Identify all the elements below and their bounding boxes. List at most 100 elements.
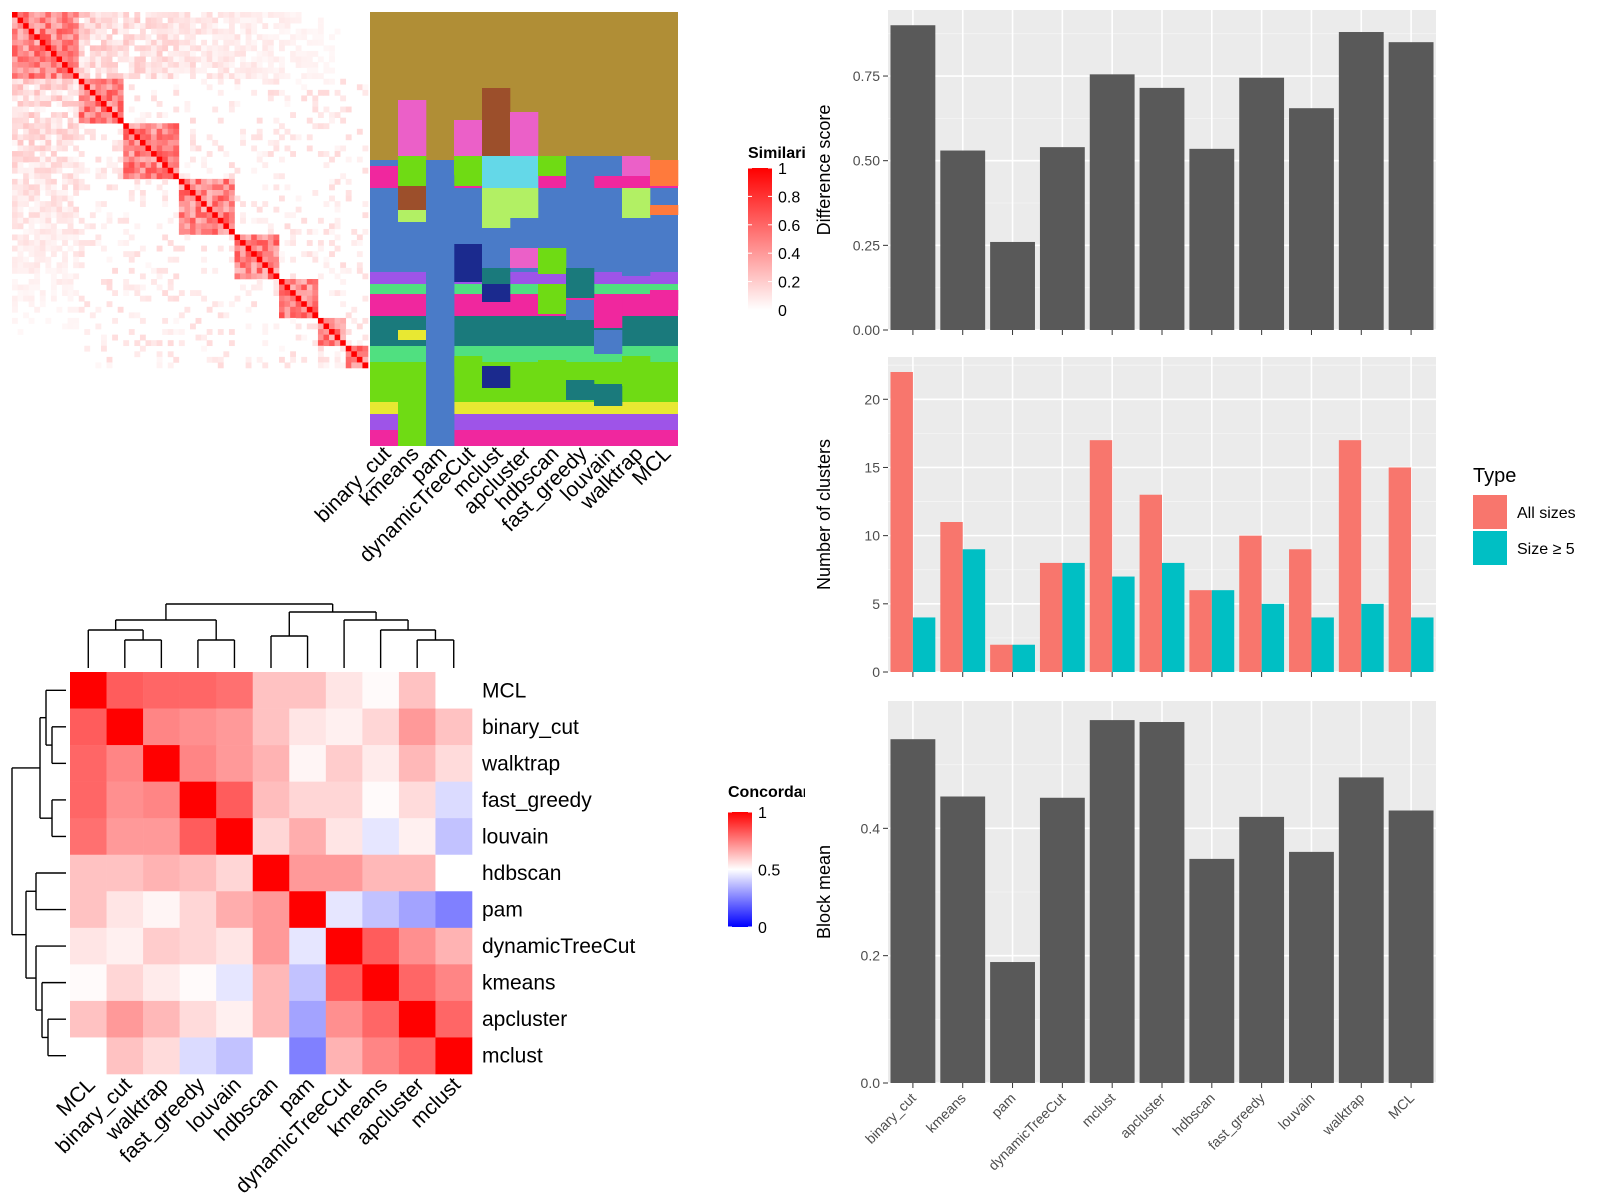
similarity-cell — [139, 28, 146, 35]
similarity-cell — [39, 17, 46, 24]
similarity-cell — [17, 245, 24, 252]
similarity-cell — [178, 184, 185, 191]
concordance-cell — [143, 818, 180, 856]
similarity-cell — [45, 145, 52, 152]
similarity-cell — [212, 301, 219, 308]
similarity-cell — [329, 50, 335, 57]
similarity-cell — [162, 73, 169, 80]
similarity-cell — [195, 334, 202, 341]
similarity-cell — [12, 262, 18, 269]
similarity-cell — [217, 73, 224, 80]
similarity-cell — [101, 167, 107, 174]
y-tick-label: 0.25 — [853, 237, 880, 253]
concordance-cell — [70, 927, 107, 965]
similarity-cell — [17, 62, 24, 68]
similarity-cell — [301, 95, 308, 102]
similarity-cell — [362, 295, 369, 302]
similarity-cell — [50, 190, 57, 196]
similarity-cell — [23, 106, 29, 113]
similarity-cell — [279, 89, 285, 96]
similarity-cell — [251, 17, 258, 24]
similarity-cell — [50, 156, 57, 163]
similarity-cell — [67, 62, 74, 68]
similarity-cell — [362, 145, 369, 152]
similarity-cell — [156, 45, 163, 52]
similarity-cell — [362, 84, 369, 91]
similarity-cell — [78, 117, 85, 124]
bar — [890, 25, 936, 331]
similarity-cell — [28, 34, 35, 41]
similarity-cell — [50, 290, 57, 296]
similarity-cell — [78, 295, 85, 302]
similarity-cell — [184, 62, 191, 68]
similarity-cell — [323, 67, 330, 74]
similarity-cell — [312, 95, 319, 102]
class-block — [482, 268, 511, 284]
similarity-cell — [73, 240, 80, 246]
similarity-cell — [212, 106, 219, 113]
concordance-cell — [179, 818, 217, 856]
concordance-row-label: fast_greedy — [482, 789, 592, 812]
similarity-cell — [56, 50, 63, 57]
similarity-cell — [217, 228, 224, 235]
x-tick-label: mclust — [1078, 1090, 1118, 1130]
similarity-cell — [23, 262, 29, 269]
similarity-cell — [273, 234, 280, 241]
class-membership-matrix — [370, 12, 679, 446]
similarity-cell — [217, 117, 224, 124]
similarity-cell — [112, 62, 118, 68]
concordance-cell — [252, 854, 290, 892]
similarity-cell — [62, 45, 68, 52]
similarity-cell — [362, 167, 369, 174]
similarity-cell — [217, 217, 224, 224]
similarity-cell — [45, 217, 52, 224]
similarity-cell — [212, 356, 219, 363]
similarity-cell — [306, 56, 313, 63]
class-block — [398, 330, 427, 340]
similarity-cell — [145, 173, 152, 180]
similarity-cell — [334, 290, 341, 296]
similarity-cell — [173, 273, 180, 280]
concordance-cell — [143, 964, 180, 1002]
similarity-cell — [56, 212, 63, 219]
similarity-cell — [234, 273, 241, 280]
similarity-cell — [156, 184, 163, 191]
similarity-cell — [284, 145, 291, 152]
similarity-legend-ticks: 00.20.40.60.81 — [748, 161, 800, 320]
similarity-cell — [167, 279, 174, 285]
similarity-cell — [28, 279, 35, 285]
similarity-cell — [184, 306, 191, 313]
similarity-cell — [12, 178, 18, 185]
similarity-cell — [245, 262, 252, 269]
similarity-cell — [245, 290, 252, 296]
similarity-cell — [101, 45, 107, 52]
similarity-cell — [28, 301, 35, 308]
similarity-cell — [234, 240, 241, 246]
similarity-cell — [167, 329, 174, 335]
similarity-cell — [251, 28, 258, 35]
similarity-cell — [273, 89, 280, 96]
similarity-cell — [240, 12, 246, 18]
similarity-cell — [323, 45, 330, 52]
similarity-cell — [139, 145, 146, 152]
similarity-cell — [162, 28, 169, 35]
similarity-cell — [362, 201, 369, 207]
similarity-cell — [217, 223, 224, 230]
similarity-cell — [45, 234, 52, 241]
similarity-cell — [95, 89, 102, 96]
similarity-cell — [167, 156, 174, 163]
similarity-cell — [190, 206, 196, 213]
concordance-cell — [252, 745, 290, 782]
similarity-cell — [139, 23, 146, 29]
similarity-cell — [279, 312, 285, 319]
similarity-cell — [223, 223, 230, 230]
similarity-cell — [28, 89, 35, 96]
similarity-cell — [34, 101, 41, 107]
similarity-cell — [329, 45, 335, 52]
concordance-cell — [106, 708, 144, 746]
similarity-cell — [273, 206, 280, 213]
similarity-cell — [151, 340, 157, 347]
similarity-cell — [45, 101, 52, 107]
similarity-cell — [340, 301, 347, 308]
similarity-cell — [312, 190, 319, 196]
